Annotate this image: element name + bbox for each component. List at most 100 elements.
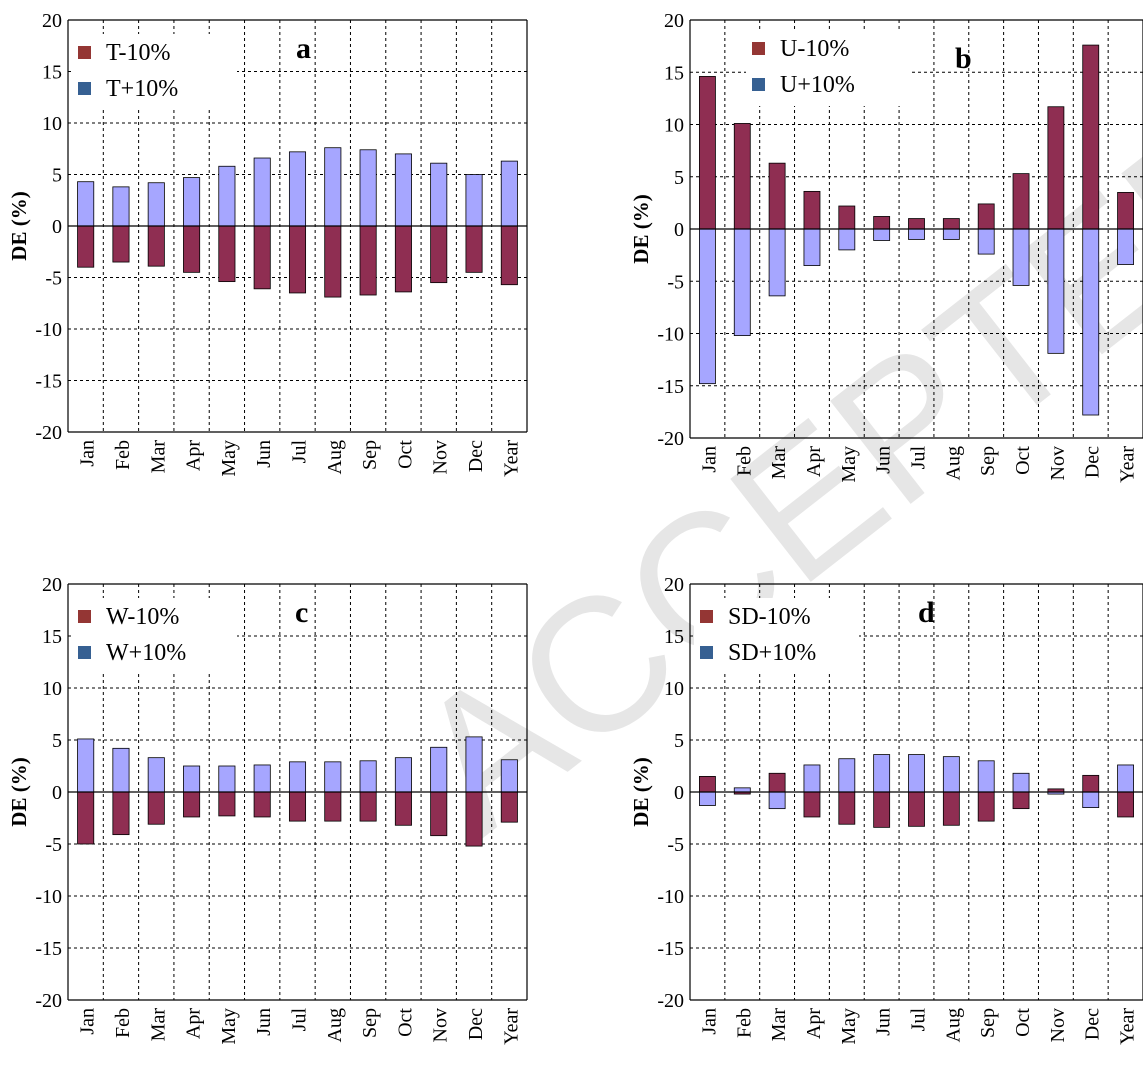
y-tick-label: 20 (42, 574, 62, 596)
bar-W-10%-Oct (394, 791, 412, 826)
bar-W+10%-Jan (77, 738, 95, 793)
bar-T-10%-Feb (112, 225, 130, 263)
bar-W-10%-Sep (359, 791, 377, 822)
bar-U-10%-Jun (873, 216, 891, 230)
bar-SD-10%-Jun (873, 791, 891, 828)
bar-U-10%-Feb (733, 123, 751, 230)
bar-W-10%-Jul (288, 791, 307, 822)
series-W+10% (77, 736, 518, 793)
bar-W-10%-Nov (430, 791, 448, 837)
bar-W-10%-Dec (465, 791, 483, 847)
bar-U-10%-May (838, 205, 856, 230)
bar-T-10%-Jun (253, 225, 271, 290)
legend-label: W-10% (106, 604, 179, 630)
x-tick-label: Jun (873, 1008, 895, 1036)
bar-SD-10%-May (838, 791, 856, 825)
legend-label: U+10% (780, 72, 855, 98)
x-tick-label: Jan (698, 446, 720, 473)
bar-U+10%-Feb (733, 228, 751, 336)
series-U-10% (699, 44, 1134, 230)
bar-SD-10%-Apr (803, 791, 821, 818)
bar-SD+10%-Sep (977, 760, 995, 793)
bar-T-10%-May (218, 225, 236, 283)
x-tick-label: Sep (359, 440, 381, 470)
x-tick-label: Mar (768, 1008, 790, 1042)
x-tick-label: Aug (942, 446, 964, 480)
y-tick-label: 20 (664, 10, 684, 32)
bar-W+10%-Dec (465, 736, 483, 793)
x-tick-label: Apr (183, 440, 205, 471)
x-tick-label: Mar (147, 1008, 169, 1042)
x-tick-label: Apr (803, 446, 825, 477)
legend-background (72, 34, 237, 110)
bar-U-10%-Apr (803, 190, 821, 230)
bar-U-10%-Mar (768, 162, 786, 230)
bar-W+10%-Oct (394, 757, 412, 793)
bar-T-10%-Aug (324, 225, 342, 298)
bar-SD+10%-Apr (803, 764, 821, 793)
series-T+10% (77, 147, 518, 227)
y-tick-label: 20 (664, 574, 684, 596)
y-tick-label: 5 (52, 730, 62, 752)
x-tick-label: Feb (733, 1008, 755, 1038)
x-tick-label: Sep (359, 1008, 381, 1038)
x-tick-label: Nov (1047, 1008, 1069, 1042)
series-U+10% (699, 228, 1134, 416)
x-tick-label: Aug (324, 1008, 346, 1042)
bar-W+10%-Feb (112, 747, 130, 793)
bar-SD-10%-Jan (699, 776, 716, 793)
y-tick-label: 0 (52, 216, 62, 238)
series-T-10% (77, 225, 518, 298)
bar-U+10%-Jun (873, 228, 891, 241)
bar-U-10%-Aug (942, 218, 960, 230)
x-tick-label: Oct (1012, 446, 1034, 475)
y-tick-label: 15 (42, 626, 62, 648)
y-axis-label: DE (%) (7, 191, 31, 260)
bar-SD+10%-Jul (908, 754, 925, 793)
bar-T-10%-Mar (147, 225, 165, 267)
y-tick-label: -15 (657, 938, 684, 960)
bar-SD+10%-Aug (942, 756, 960, 793)
bar-W+10%-May (218, 765, 236, 793)
bar-T+10%-Jan (77, 181, 95, 227)
legend-swatch (78, 82, 91, 95)
x-tick-label: Jan (698, 1008, 720, 1035)
bar-W-10%-Aug (324, 791, 342, 822)
bar-U-10%-Jul (908, 218, 925, 230)
bar-W+10%-Aug (324, 761, 342, 793)
y-tick-label: -20 (657, 990, 684, 1012)
bar-W+10%-Jul (288, 761, 307, 793)
x-tick-label: Aug (324, 440, 346, 474)
bar-W+10%-Sep (359, 760, 377, 793)
x-tick-label: Apr (183, 1008, 205, 1039)
series-SD-10% (699, 772, 1134, 828)
bar-T-10%-Apr (183, 225, 201, 273)
bar-U+10%-Aug (942, 228, 960, 240)
x-tick-label: Nov (430, 440, 452, 474)
y-tick-label: -5 (45, 834, 62, 856)
legend-background (72, 598, 237, 674)
y-tick-label: 10 (664, 115, 684, 137)
x-tick-label: Sep (977, 1008, 999, 1038)
bar-SD+10%-Oct (1012, 772, 1030, 793)
bar-W-10%-Year (500, 791, 518, 823)
x-tick-label: Dec (465, 440, 487, 472)
x-tick-label: Jan (77, 1008, 99, 1035)
legend: U-10% U+10% (746, 30, 911, 106)
y-tick-label: -10 (657, 324, 684, 346)
x-tick-label: May (218, 1008, 240, 1045)
y-tick-label: -5 (667, 834, 684, 856)
bar-SD+10%-Mar (768, 791, 786, 810)
bar-W-10%-Feb (112, 791, 130, 836)
bar-W+10%-Nov (430, 746, 448, 793)
bar-W-10%-Jan (77, 791, 95, 845)
bar-SD-10%-Mar (768, 772, 786, 793)
panel-b: -20 -15 -10 -5 0 5 10 15 20 Jan Feb Mar Apr May Jun Jul… (629, 10, 1143, 483)
grid (690, 20, 1143, 438)
bar-T+10%-Mar (147, 182, 165, 227)
legend-swatch (752, 42, 765, 55)
grid (68, 584, 527, 1000)
bar-T-10%-Dec (465, 225, 483, 273)
y-tick-label: 20 (42, 10, 62, 32)
